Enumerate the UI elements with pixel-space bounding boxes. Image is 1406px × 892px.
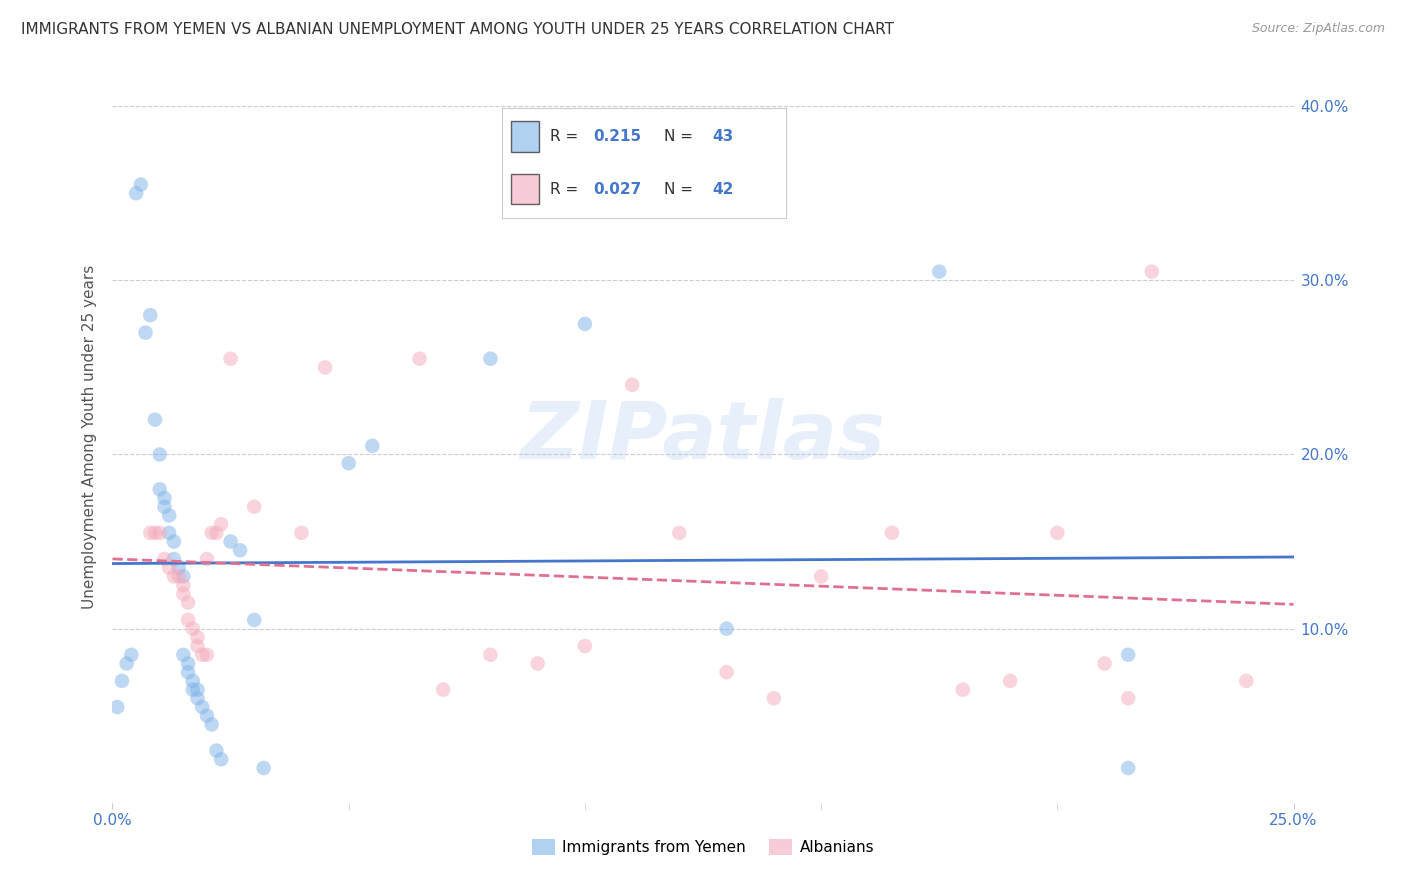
Point bbox=[105, 700, 128, 714]
Point bbox=[163, 552, 186, 566]
Point bbox=[177, 665, 200, 680]
Point bbox=[153, 500, 176, 514]
Point bbox=[163, 569, 186, 583]
Point bbox=[209, 517, 232, 532]
Point bbox=[195, 552, 218, 566]
Point bbox=[1140, 265, 1163, 279]
Point bbox=[186, 682, 208, 697]
Point bbox=[143, 412, 166, 426]
Point bbox=[149, 525, 172, 540]
Point bbox=[149, 448, 172, 462]
Point bbox=[290, 525, 312, 540]
Point bbox=[479, 351, 502, 366]
Point bbox=[1116, 761, 1139, 775]
Point bbox=[177, 613, 200, 627]
Point bbox=[668, 525, 690, 540]
Point bbox=[167, 560, 190, 574]
Point bbox=[574, 317, 596, 331]
Point bbox=[153, 552, 176, 566]
Y-axis label: Unemployment Among Youth under 25 years: Unemployment Among Youth under 25 years bbox=[82, 265, 97, 609]
Point bbox=[181, 622, 204, 636]
Point bbox=[229, 543, 252, 558]
Point bbox=[135, 326, 157, 340]
Point bbox=[157, 560, 180, 574]
Point bbox=[157, 525, 180, 540]
Point bbox=[181, 682, 204, 697]
Point bbox=[952, 682, 974, 697]
Point bbox=[998, 673, 1021, 688]
Point bbox=[526, 657, 548, 671]
Point bbox=[139, 525, 162, 540]
Point bbox=[163, 534, 186, 549]
Point bbox=[314, 360, 336, 375]
Point bbox=[153, 491, 176, 505]
Point bbox=[143, 525, 166, 540]
Point bbox=[125, 186, 148, 201]
Point bbox=[172, 648, 194, 662]
Point bbox=[810, 569, 832, 583]
Point bbox=[1094, 657, 1116, 671]
Text: ZIPatlas: ZIPatlas bbox=[520, 398, 886, 476]
Point bbox=[243, 500, 266, 514]
Point bbox=[186, 639, 208, 653]
Point bbox=[205, 525, 228, 540]
Point bbox=[172, 578, 194, 592]
Point bbox=[716, 622, 738, 636]
Text: Source: ZipAtlas.com: Source: ZipAtlas.com bbox=[1251, 22, 1385, 36]
Point bbox=[337, 456, 360, 470]
Point bbox=[432, 682, 454, 697]
Point bbox=[243, 613, 266, 627]
Point bbox=[172, 587, 194, 601]
Point bbox=[186, 631, 208, 645]
Point bbox=[928, 265, 950, 279]
Point bbox=[191, 648, 214, 662]
Point bbox=[479, 648, 502, 662]
Point bbox=[177, 657, 200, 671]
Point bbox=[574, 639, 596, 653]
Point bbox=[408, 351, 430, 366]
Point bbox=[149, 483, 172, 497]
Text: IMMIGRANTS FROM YEMEN VS ALBANIAN UNEMPLOYMENT AMONG YOUTH UNDER 25 YEARS CORREL: IMMIGRANTS FROM YEMEN VS ALBANIAN UNEMPL… bbox=[21, 22, 894, 37]
Point bbox=[167, 569, 190, 583]
Point bbox=[1116, 691, 1139, 706]
Point bbox=[191, 700, 214, 714]
Point bbox=[111, 673, 134, 688]
Point bbox=[181, 673, 204, 688]
Point bbox=[716, 665, 738, 680]
Point bbox=[253, 761, 276, 775]
Point bbox=[219, 351, 242, 366]
Point bbox=[177, 595, 200, 609]
Point bbox=[880, 525, 903, 540]
Point bbox=[201, 717, 224, 731]
Point bbox=[115, 657, 138, 671]
Point bbox=[209, 752, 232, 766]
Point bbox=[1234, 673, 1257, 688]
Point bbox=[361, 439, 384, 453]
Point bbox=[120, 648, 142, 662]
Point bbox=[621, 377, 644, 392]
Point bbox=[1046, 525, 1069, 540]
Point bbox=[186, 691, 208, 706]
Point bbox=[205, 743, 228, 757]
Point bbox=[157, 508, 180, 523]
Point bbox=[195, 708, 218, 723]
Point bbox=[1116, 648, 1139, 662]
Point bbox=[172, 569, 194, 583]
Point bbox=[129, 178, 152, 192]
Legend: Immigrants from Yemen, Albanians: Immigrants from Yemen, Albanians bbox=[526, 833, 880, 861]
Point bbox=[762, 691, 785, 706]
Point bbox=[219, 534, 242, 549]
Point bbox=[201, 525, 224, 540]
Point bbox=[139, 308, 162, 322]
Point bbox=[195, 648, 218, 662]
